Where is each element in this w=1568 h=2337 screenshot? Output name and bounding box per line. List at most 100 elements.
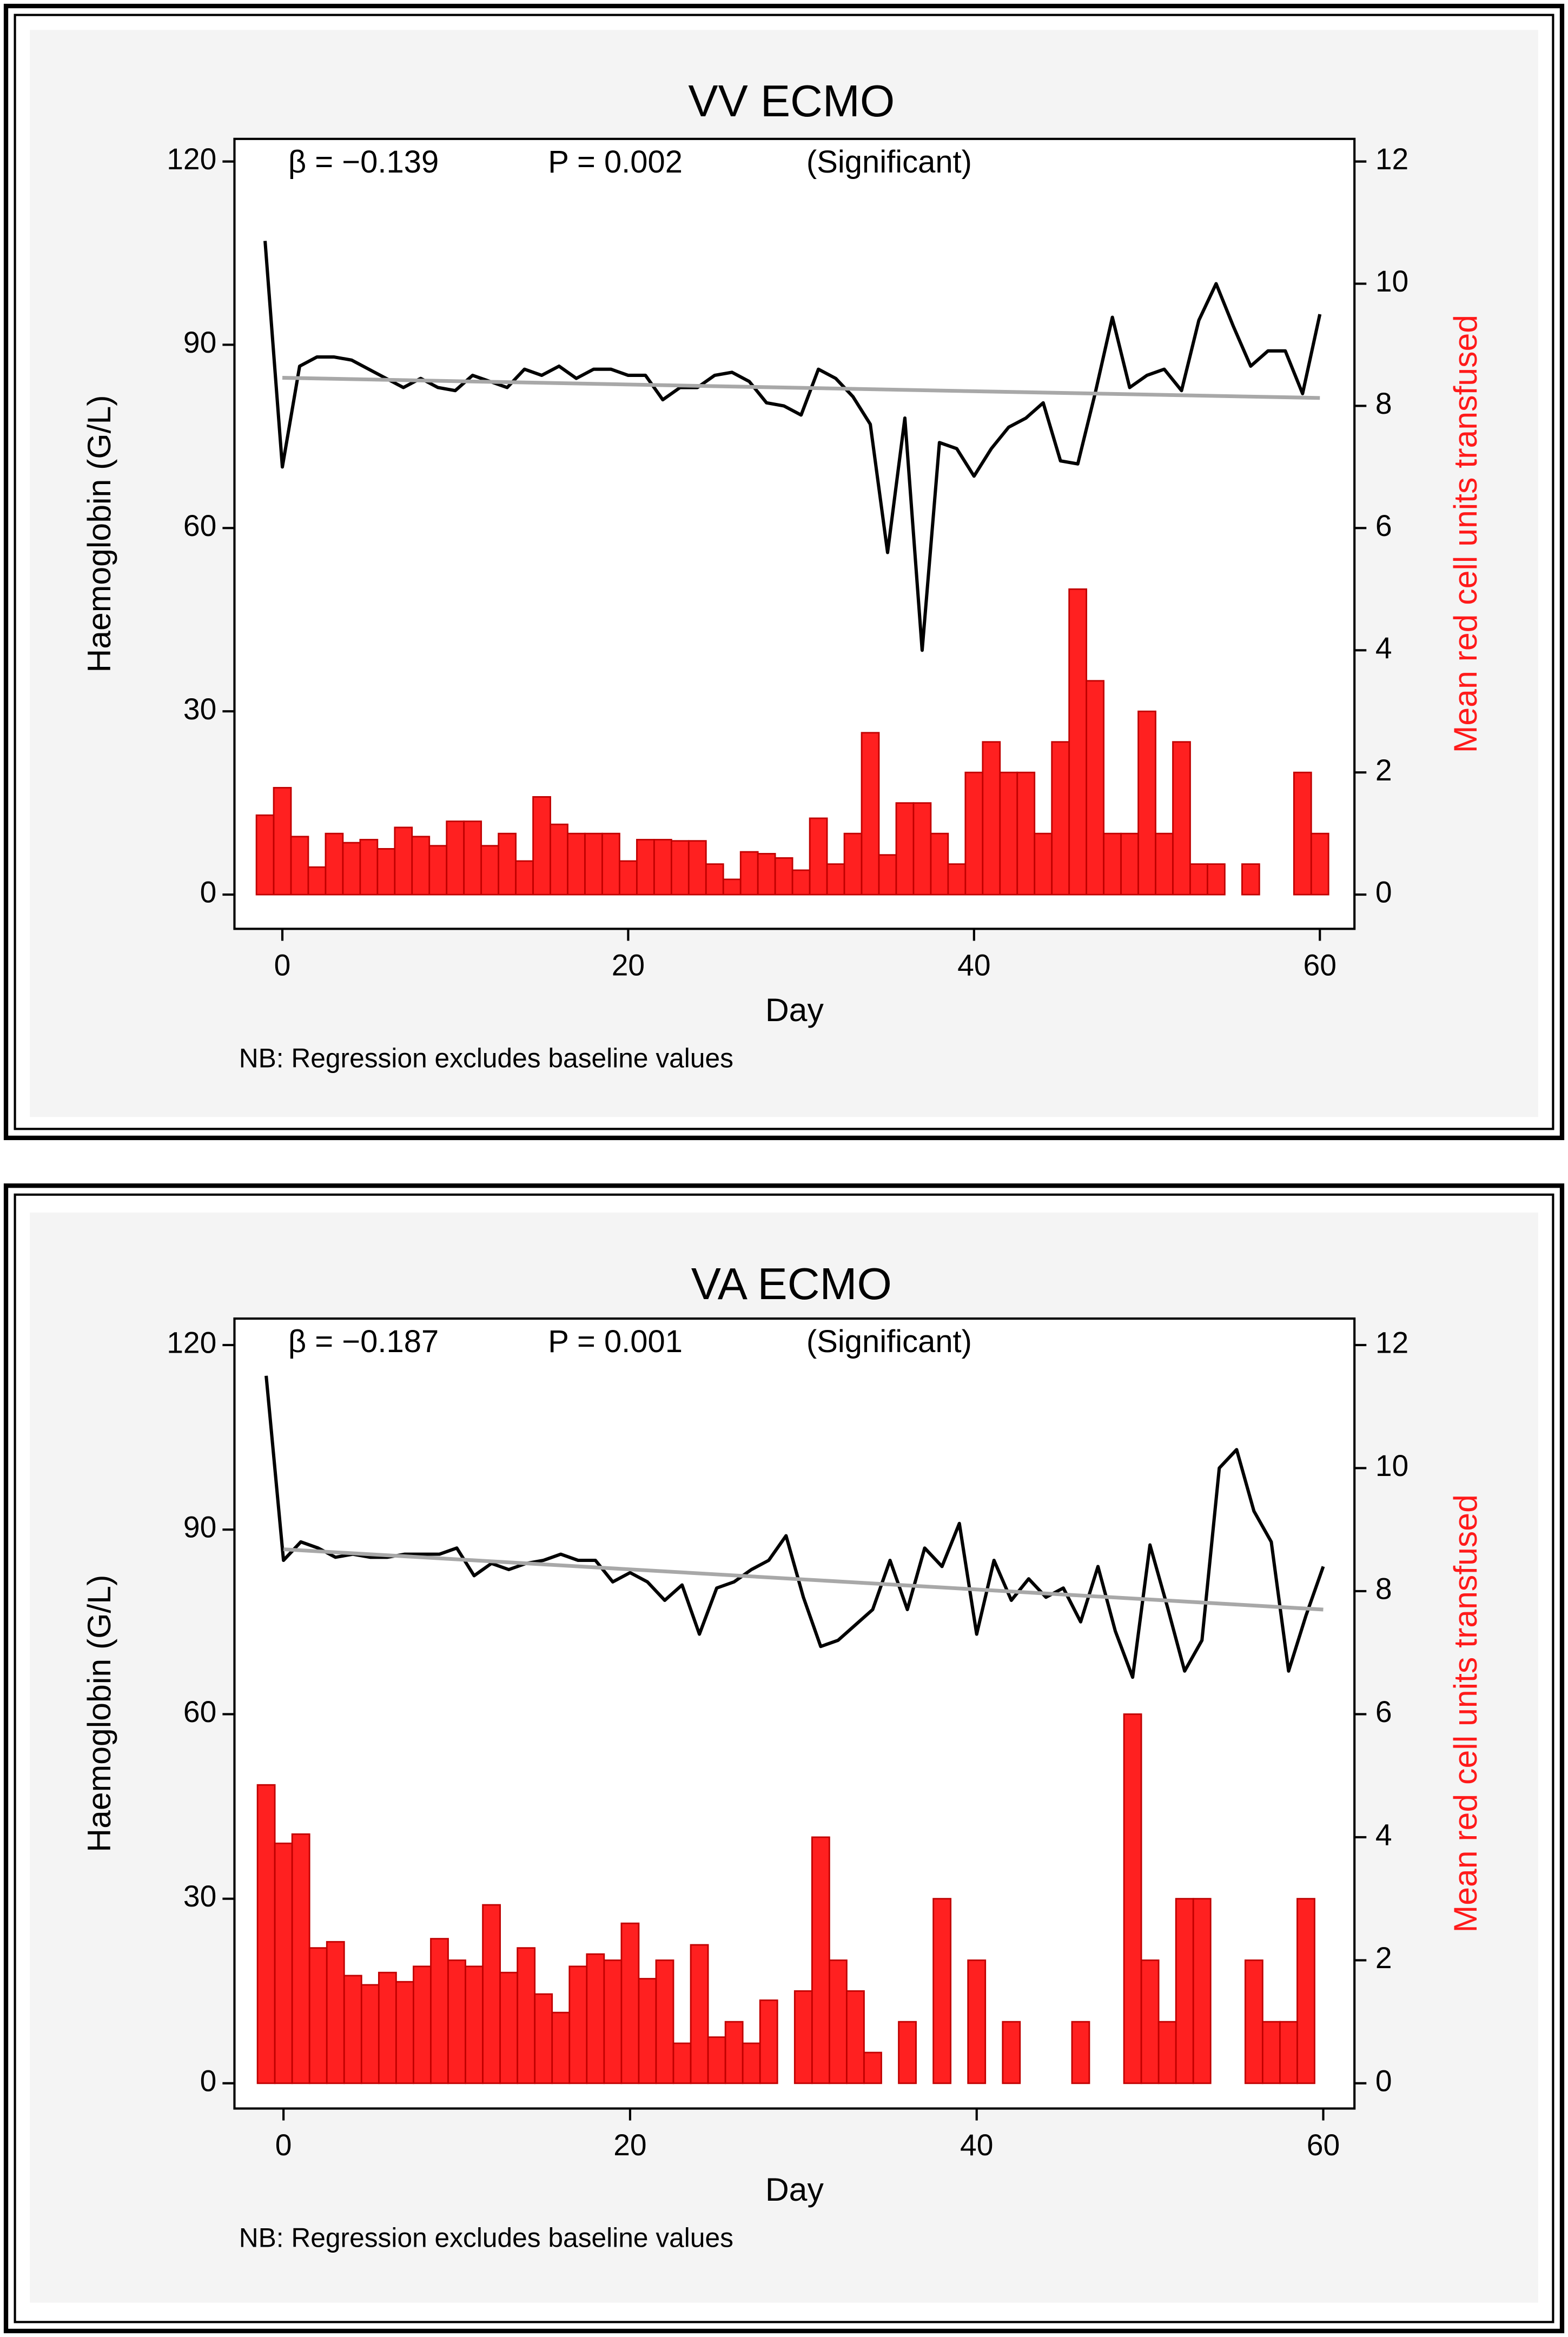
y-axis-label: Haemoglobin (G/L)	[81, 395, 117, 673]
bar	[256, 1784, 276, 2084]
bar	[603, 1959, 623, 2084]
y-tick-label: 120	[167, 142, 216, 176]
bar	[1310, 832, 1329, 896]
y2-tick-label: 10	[1375, 264, 1408, 298]
y2-tick-label: 2	[1375, 1941, 1392, 1975]
bar	[376, 848, 396, 896]
bar	[499, 1971, 519, 2084]
bar	[359, 839, 379, 896]
bar	[1051, 741, 1070, 896]
bar	[1241, 863, 1260, 896]
bar	[638, 1978, 657, 2084]
bar	[774, 857, 793, 896]
bar	[532, 796, 551, 896]
y-tick-label: 90	[183, 326, 216, 359]
x-axis-label: Day	[765, 991, 824, 1028]
bar	[360, 1984, 380, 2084]
bar	[636, 839, 655, 896]
bar	[1175, 1898, 1194, 2084]
bar	[307, 866, 327, 896]
y2-tick-label: 0	[1375, 2064, 1392, 2097]
bar	[759, 1999, 778, 2084]
bar	[895, 802, 915, 896]
bar	[430, 1938, 449, 2084]
y2-tick-label: 12	[1375, 142, 1408, 176]
x-tick-label: 20	[612, 949, 645, 982]
stat-annotation: β = −0.187	[288, 1325, 439, 1359]
bar	[1244, 1959, 1263, 2084]
bar	[515, 860, 534, 896]
bar	[912, 802, 932, 896]
bar	[568, 1965, 588, 2084]
x-tick-label: 0	[274, 949, 291, 982]
bar	[1189, 863, 1208, 896]
y2-tick-label: 6	[1375, 1695, 1392, 1729]
bar	[1068, 588, 1088, 896]
bar	[793, 1990, 813, 2084]
bar	[428, 845, 448, 896]
line	[283, 1547, 1324, 1612]
bar	[809, 817, 828, 896]
x-tick-label: 40	[957, 949, 990, 982]
bar	[586, 1953, 605, 2084]
bar	[653, 839, 672, 896]
bar	[739, 851, 759, 896]
y2-tick-label: 4	[1375, 1818, 1392, 1851]
y2-tick-label: 12	[1375, 1326, 1408, 1359]
y2-tick-label: 0	[1375, 876, 1392, 909]
stat-annotation: P = 0.002	[548, 145, 683, 180]
bar	[1123, 1713, 1142, 2084]
bar	[655, 1959, 674, 2084]
bar	[1192, 1898, 1212, 2084]
bar	[826, 863, 845, 896]
bar	[1296, 1898, 1315, 2084]
bar	[325, 832, 344, 896]
line	[263, 241, 1322, 652]
x-tick-label: 20	[613, 2128, 646, 2162]
stat-annotation: β = −0.139	[288, 145, 439, 180]
bar	[964, 771, 984, 896]
bar	[724, 2021, 744, 2084]
bar	[447, 1959, 466, 2084]
bar	[567, 832, 586, 896]
bar	[550, 823, 568, 896]
y2-axis-label: Mean red cell units transfused	[1447, 315, 1484, 753]
y2-tick-label: 2	[1375, 753, 1392, 787]
bar	[601, 832, 620, 896]
bar	[411, 836, 431, 896]
bar	[1016, 771, 1036, 896]
bar	[395, 1981, 414, 2084]
bar	[1172, 741, 1191, 896]
bar	[672, 2042, 692, 2084]
bar	[326, 1941, 345, 2084]
y-tick-label: 90	[183, 1511, 216, 1544]
bar	[308, 1947, 328, 2084]
bar	[1002, 2021, 1021, 2084]
bar	[829, 1959, 848, 2084]
bar	[1155, 832, 1174, 896]
x-axis-label: Day	[765, 2171, 824, 2208]
y2-tick-label: 4	[1375, 631, 1392, 665]
x-tick-label: 40	[960, 2128, 993, 2162]
y-tick-label: 60	[183, 509, 216, 542]
bar	[930, 832, 949, 896]
note: NB: Regression excludes baseline values	[239, 2223, 733, 2253]
bar	[1140, 1959, 1160, 2084]
bar	[1103, 832, 1122, 896]
y-tick-label: 0	[200, 2064, 217, 2097]
y2-tick-label: 10	[1375, 1449, 1408, 1482]
bar	[534, 1993, 553, 2084]
bar	[742, 2042, 761, 2084]
bar	[707, 2036, 726, 2084]
bar	[999, 771, 1018, 896]
bar	[291, 1833, 310, 2084]
bar	[982, 741, 1001, 896]
bar	[1279, 2021, 1298, 2084]
bar	[273, 787, 292, 896]
x-tick-label: 0	[275, 2128, 292, 2162]
bar	[1034, 832, 1053, 896]
chart-title: VV ECMO	[688, 76, 895, 126]
